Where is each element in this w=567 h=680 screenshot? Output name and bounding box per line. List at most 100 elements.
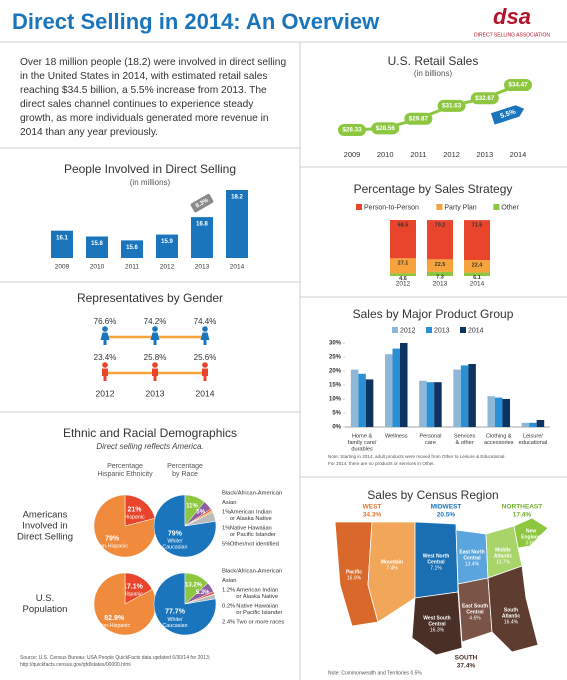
icon-body: [152, 368, 158, 381]
chart-subtitle: (in billions): [414, 69, 453, 78]
x-tick-label: 2011: [125, 264, 139, 271]
x-tick-label: 2013: [433, 281, 448, 288]
data-label: 15.6: [126, 245, 138, 251]
legend-label: Other: [501, 204, 519, 211]
bar: [453, 369, 461, 427]
y-tick-label: 25%: [329, 355, 342, 361]
data-label: 25.6%: [194, 353, 217, 362]
tag-shape: [490, 105, 525, 125]
column-header: by Race: [172, 471, 198, 478]
x-tick-label: 2012: [160, 264, 175, 271]
chart-title: Sales by Census Region: [367, 488, 498, 502]
division-name: Atlantic: [502, 613, 521, 619]
annotation: 5.5%: [499, 108, 517, 120]
data-label: 7.3: [436, 274, 444, 280]
data-label: $29.87: [409, 115, 429, 122]
data-label: 22.4: [472, 263, 484, 269]
division-value: 13.7%: [496, 559, 511, 565]
bar: [51, 230, 73, 258]
data-label: 6.1: [473, 275, 481, 281]
legend-value: 1.2%: [222, 588, 235, 594]
x-tick-label: 2010: [377, 150, 394, 159]
division-value: 16.9%: [347, 575, 362, 581]
bar: [400, 343, 408, 427]
tag-shape: [190, 194, 214, 213]
data-label: 76.6%: [94, 317, 117, 326]
data-label: $28.33: [342, 127, 362, 134]
region-name: MIDWEST: [431, 504, 462, 511]
legend-swatch: [493, 204, 500, 210]
data-label: 74.2%: [144, 317, 167, 326]
value-pill: [437, 99, 466, 112]
pie-slice: [184, 593, 216, 605]
bar-segment: [427, 271, 453, 276]
division-name: Mountain: [381, 559, 403, 565]
bar-segment: [464, 272, 490, 276]
slice-name: Hispanic: [124, 515, 145, 521]
division-name: Pacific: [346, 569, 362, 575]
division-name: New: [526, 528, 536, 534]
row-label: Involved in: [22, 521, 67, 532]
x-tick-label: 2009: [55, 264, 70, 271]
x-tick-label: 2011: [410, 150, 426, 159]
legend-label: Party Plan: [444, 204, 476, 211]
chart-subtitle: Direct selling reflects America.: [96, 442, 203, 451]
icon-body: [150, 332, 160, 345]
division-name: Central: [427, 559, 445, 565]
icon-body: [100, 332, 110, 345]
slice-label: 13.2%: [185, 582, 203, 588]
bar-segment: [390, 258, 416, 274]
slice-label: 5%: [196, 509, 205, 515]
slice-label: 82.9%: [104, 615, 125, 622]
x-tick-label: care: [425, 440, 436, 446]
bar: [468, 364, 476, 427]
bar: [487, 396, 495, 427]
row-label: U.S.: [36, 593, 54, 604]
legend-swatch: [460, 327, 466, 333]
data-label: 16.8: [196, 222, 208, 228]
x-tick-label: Clothing &: [486, 433, 512, 439]
bar: [350, 369, 359, 427]
bar: [86, 236, 108, 258]
bar-segment: [427, 220, 453, 260]
division-name: Central: [466, 609, 484, 615]
x-tick-label: Wellness: [385, 433, 408, 439]
data-label: 4.6: [399, 276, 407, 282]
bar: [434, 382, 442, 427]
y-tick-label: 30%: [329, 341, 342, 347]
legend-label: Black/African-American: [222, 569, 282, 575]
x-tick-label: 2013: [476, 150, 493, 159]
y-tick-label: 20%: [329, 369, 342, 375]
legend-label: 2014: [468, 327, 484, 334]
x-tick-label: Personal: [419, 433, 441, 439]
bar: [365, 379, 374, 427]
bar-segment: [464, 260, 490, 273]
division-name: South: [504, 607, 518, 613]
pie-slice: [124, 494, 156, 527]
icon-head: [152, 362, 158, 368]
x-tick-label: 2014: [510, 150, 527, 159]
chart-title: Representatives by Gender: [77, 291, 223, 305]
legend-swatch: [392, 327, 398, 333]
legend-swatch: [436, 204, 443, 210]
slice-label: 17.1%: [123, 584, 144, 591]
chart-title: Ethnic and Racial Demographics: [63, 426, 237, 440]
legend-label: Person-to-Person: [364, 204, 419, 211]
value-pill: [404, 112, 433, 125]
x-tick-label: 2013: [195, 264, 210, 271]
slice-label: 77.7%: [165, 609, 186, 616]
chart-title: Percentage by Sales Strategy: [354, 182, 513, 196]
map-division: [487, 565, 539, 653]
person-icon: [200, 326, 210, 345]
legend-swatch: [426, 327, 432, 333]
pie-slice: [153, 572, 217, 636]
value-pill: [470, 92, 499, 105]
slice-name: Caucasian: [162, 545, 187, 551]
region-value: 20.5%: [437, 512, 456, 519]
legend-label: American Indian: [236, 588, 278, 594]
region-name: SOUTH: [455, 655, 478, 662]
row-label: Americans: [23, 510, 68, 521]
region-name: NORTHEAST: [502, 504, 542, 511]
division-name: England: [521, 534, 541, 540]
